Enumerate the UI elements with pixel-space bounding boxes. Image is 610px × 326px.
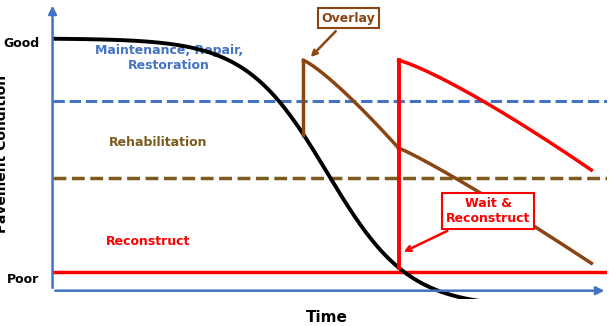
Text: Reconstruct: Reconstruct — [106, 235, 190, 248]
Text: Rehabilitation: Rehabilitation — [109, 136, 207, 149]
Text: Good: Good — [3, 37, 39, 51]
Text: Poor: Poor — [7, 273, 39, 286]
Text: Overlay: Overlay — [313, 12, 375, 55]
Text: Maintenance, Repair,
Restoration: Maintenance, Repair, Restoration — [95, 44, 243, 72]
Text: Wait &
Reconstruct: Wait & Reconstruct — [406, 197, 531, 251]
Text: Pavement Condition: Pavement Condition — [0, 75, 9, 233]
Text: Time: Time — [306, 310, 348, 325]
